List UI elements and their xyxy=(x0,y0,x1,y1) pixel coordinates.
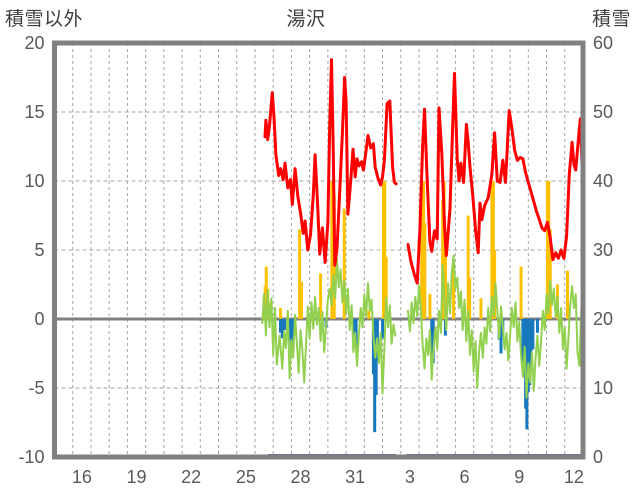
x-tick-label: 25 xyxy=(236,467,256,487)
x-tick-label: 3 xyxy=(405,467,415,487)
right-axis-title: 積雪 xyxy=(591,9,631,30)
orange-bars xyxy=(519,266,523,319)
blue-bars xyxy=(278,319,282,333)
x-tick-label: 19 xyxy=(126,467,146,487)
orange-bars xyxy=(479,298,483,319)
orange-bars xyxy=(367,310,371,319)
x-tick-label: 16 xyxy=(72,467,92,487)
x-tick-label: 9 xyxy=(514,467,524,487)
plot-border xyxy=(52,40,586,460)
orange-bars xyxy=(452,263,456,319)
orange-bars xyxy=(298,229,302,319)
blue-bars xyxy=(291,319,295,336)
blue-bars xyxy=(535,319,539,333)
orange-bars xyxy=(342,208,346,319)
orange-bars xyxy=(548,229,552,319)
blue-bars xyxy=(280,319,284,339)
y-right-tick-label: 20 xyxy=(593,309,613,329)
blue-bars xyxy=(282,319,286,331)
orange-bars xyxy=(384,256,388,319)
blue-bars xyxy=(499,319,503,354)
y-left-tick-label: -5 xyxy=(28,378,44,398)
blue-bars xyxy=(531,319,535,350)
orange-bars xyxy=(319,273,323,319)
y-left-tick-label: 5 xyxy=(34,240,44,260)
blue-bars xyxy=(288,319,292,342)
orange-bars xyxy=(420,181,424,319)
red-line xyxy=(406,71,585,285)
green-line xyxy=(407,254,584,399)
orange-bars xyxy=(468,277,472,319)
chart-title: 湯沢 xyxy=(286,9,326,30)
orange-bars xyxy=(428,294,432,319)
y-left-tick-label: -10 xyxy=(18,447,44,467)
blue-bars xyxy=(529,319,533,361)
y-left-tick-label: 15 xyxy=(24,102,44,122)
y-right-tick-label: 60 xyxy=(593,33,613,53)
y-right-tick-label: 0 xyxy=(593,447,603,467)
x-tick-label: 6 xyxy=(460,467,470,487)
orange-bars xyxy=(566,270,570,319)
orange-bars xyxy=(278,307,282,319)
x-tick-label: 22 xyxy=(181,467,201,487)
y-left-tick-label: 10 xyxy=(24,171,44,191)
x-tick-label: 12 xyxy=(564,467,584,487)
y-right-tick-label: 50 xyxy=(593,102,613,122)
y-left-tick-label: 0 xyxy=(34,309,44,329)
red-line xyxy=(263,58,398,267)
y-right-tick-label: 10 xyxy=(593,378,613,398)
x-tick-label: 28 xyxy=(291,467,311,487)
orange-bars xyxy=(423,222,427,319)
y-right-tick-label: 40 xyxy=(593,171,613,191)
x-tick-label: 31 xyxy=(345,467,365,487)
orange-bars xyxy=(299,281,303,319)
orange-bars xyxy=(466,215,470,319)
left-axis-title: 積雪以外 xyxy=(5,9,84,30)
orange-bars xyxy=(443,236,447,319)
blue-bars xyxy=(352,319,356,336)
y-right-tick-label: 30 xyxy=(593,240,613,260)
blue-bars xyxy=(381,319,385,339)
orange-bars xyxy=(383,181,387,319)
y-left-tick-label: 20 xyxy=(24,33,44,53)
green-line xyxy=(261,257,397,395)
